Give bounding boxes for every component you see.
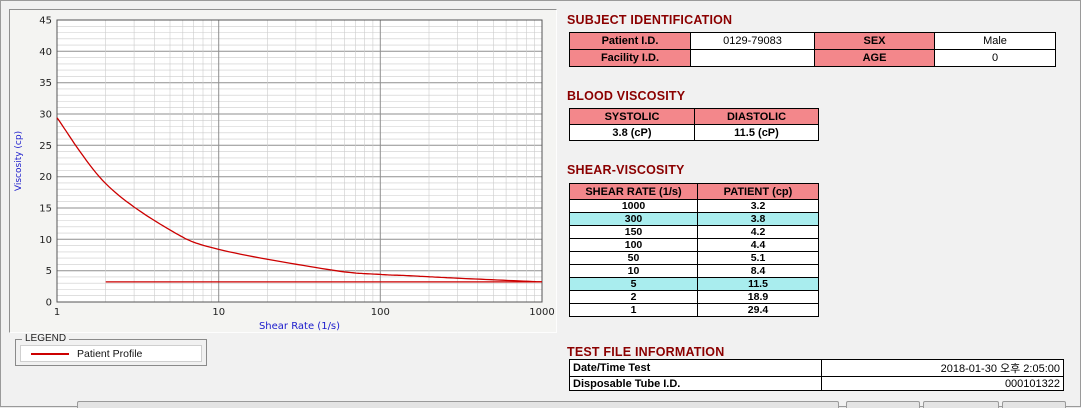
subject-identification-table: Patient I.D. 0129-79083 SEX Male Facilit…	[569, 32, 1056, 67]
patient-viscosity-cell: 11.5	[697, 277, 819, 291]
patient-viscosity-cell: 3.2	[697, 199, 819, 213]
table-row: SYSTOLIC DIASTOLIC	[569, 108, 819, 125]
sex-value: Male	[934, 32, 1056, 50]
test-file-information-table: Date/Time Test 2018-01-30 오후 2:05:00 Dis…	[569, 359, 1064, 391]
shear-rate-cell: 1	[569, 303, 698, 317]
svg-text:10: 10	[39, 235, 52, 246]
svg-text:0: 0	[46, 298, 52, 309]
shear-rate-header: SHEAR RATE (1/s)	[569, 183, 698, 200]
shear-rate-cell: 5	[569, 277, 698, 291]
svg-text:35: 35	[39, 78, 52, 89]
shear-row: 1 29.4	[569, 303, 819, 317]
shear-row: 100 4.4	[569, 238, 819, 252]
legend-title: LEGEND	[22, 333, 70, 344]
svg-text:1000: 1000	[529, 307, 554, 318]
shear-rate-cell: 150	[569, 225, 698, 239]
shear-viscosity-table: SHEAR RATE (1/s) PATIENT (cp) 1000 3.2 300…	[569, 183, 819, 317]
bottom-button-1[interactable]	[846, 401, 920, 408]
table-row: SHEAR RATE (1/s) PATIENT (cp)	[569, 183, 819, 200]
legend-entry-label: Patient Profile	[77, 347, 143, 360]
diastolic-header: DIASTOLIC	[694, 108, 819, 125]
svg-text:Shear Rate (1/s): Shear Rate (1/s)	[259, 321, 340, 332]
shear-rate-cell: 10	[569, 264, 698, 278]
disposable-tube-id-label: Disposable Tube I.D.	[569, 376, 822, 391]
shear-row: 150 4.2	[569, 225, 819, 239]
viscosity-chart: 0 5 10 15 20 25 30 35 40 45 1 10 100 1000 Shear Rate (…	[14, 16, 555, 333]
chart-legend: LEGEND Patient Profile	[15, 333, 207, 366]
diastolic-value: 11.5 (cP)	[694, 124, 819, 141]
patient-id-label: Patient I.D.	[569, 32, 691, 50]
chart-panel: 0 5 10 15 20 25 30 35 40 45 1 10 100 1000 Shear Rate (…	[9, 9, 557, 333]
systolic-value: 3.8 (cP)	[569, 124, 695, 141]
patient-viscosity-cell: 5.1	[697, 251, 819, 265]
shear-row: 300 3.8	[569, 212, 819, 226]
patient-viscosity-cell: 3.8	[697, 212, 819, 226]
blood-viscosity-title: BLOOD VISCOSITY	[567, 89, 686, 103]
shear-rate-cell: 300	[569, 212, 698, 226]
legend-entry: Patient Profile	[20, 345, 202, 362]
svg-text:1: 1	[54, 307, 60, 318]
shear-row: 1000 3.2	[569, 199, 819, 213]
shear-rate-cell: 1000	[569, 199, 698, 213]
svg-text:20: 20	[39, 172, 52, 183]
age-value: 0	[934, 49, 1056, 67]
shear-row: 2 18.9	[569, 290, 819, 304]
shear-rate-cell: 50	[569, 251, 698, 265]
svg-text:100: 100	[371, 307, 390, 318]
shear-rate-cell: 100	[569, 238, 698, 252]
facility-id-value	[690, 49, 815, 67]
shear-rate-cell: 2	[569, 290, 698, 304]
shear-viscosity-title: SHEAR-VISCOSITY	[567, 163, 685, 177]
patient-viscosity-cell: 18.9	[697, 290, 819, 304]
shear-row: 10 8.4	[569, 264, 819, 278]
svg-text:10: 10	[212, 307, 225, 318]
table-row: Disposable Tube I.D. 000101322	[569, 376, 1064, 391]
shear-row: 50 5.1	[569, 251, 819, 265]
table-row: Date/Time Test 2018-01-30 오후 2:05:00	[569, 359, 1064, 377]
patient-viscosity-cell: 29.4	[697, 303, 819, 317]
legend-line-swatch	[31, 352, 69, 355]
bottom-panel	[77, 401, 839, 408]
patient-id-value: 0129-79083	[690, 32, 815, 50]
facility-id-label: Facility I.D.	[569, 49, 691, 67]
table-row: 3.8 (cP) 11.5 (cP)	[569, 124, 819, 141]
sex-label: SEX	[814, 32, 935, 50]
patient-viscosity-cell: 8.4	[697, 264, 819, 278]
svg-text:5: 5	[46, 266, 52, 277]
date-time-test-label: Date/Time Test	[569, 359, 822, 377]
bottom-toolbar	[1, 401, 1081, 408]
bottom-button-3[interactable]	[1002, 401, 1066, 408]
patient-cp-header: PATIENT (cp)	[697, 183, 819, 200]
subject-identification-title: SUBJECT IDENTIFICATION	[567, 13, 733, 27]
svg-text:40: 40	[39, 47, 52, 58]
table-row: Facility I.D. AGE 0	[569, 49, 1056, 67]
disposable-tube-id-value: 000101322	[821, 376, 1064, 391]
svg-text:30: 30	[39, 110, 52, 121]
table-row: Patient I.D. 0129-79083 SEX Male	[569, 32, 1056, 50]
blood-viscosity-table: SYSTOLIC DIASTOLIC 3.8 (cP) 11.5 (cP)	[569, 108, 819, 141]
systolic-header: SYSTOLIC	[569, 108, 695, 125]
svg-text:15: 15	[39, 204, 52, 215]
bottom-button-2[interactable]	[923, 401, 999, 408]
test-file-information-title: TEST FILE INFORMATION	[567, 345, 725, 359]
shear-row: 5 11.5	[569, 277, 819, 291]
patient-viscosity-cell: 4.4	[697, 238, 819, 252]
shear-viscosity-body: 1000 3.2 300 3.8 150 4.2 100 4.4 50 5.1 10 8.4 5 11.5…	[569, 199, 819, 317]
age-label: AGE	[814, 49, 935, 67]
date-time-test-value: 2018-01-30 오후 2:05:00	[821, 359, 1064, 377]
svg-text:45: 45	[39, 16, 52, 27]
svg-text:25: 25	[39, 141, 52, 152]
svg-text:Viscosity (cp): Viscosity (cp)	[14, 131, 24, 191]
patient-viscosity-cell: 4.2	[697, 225, 819, 239]
